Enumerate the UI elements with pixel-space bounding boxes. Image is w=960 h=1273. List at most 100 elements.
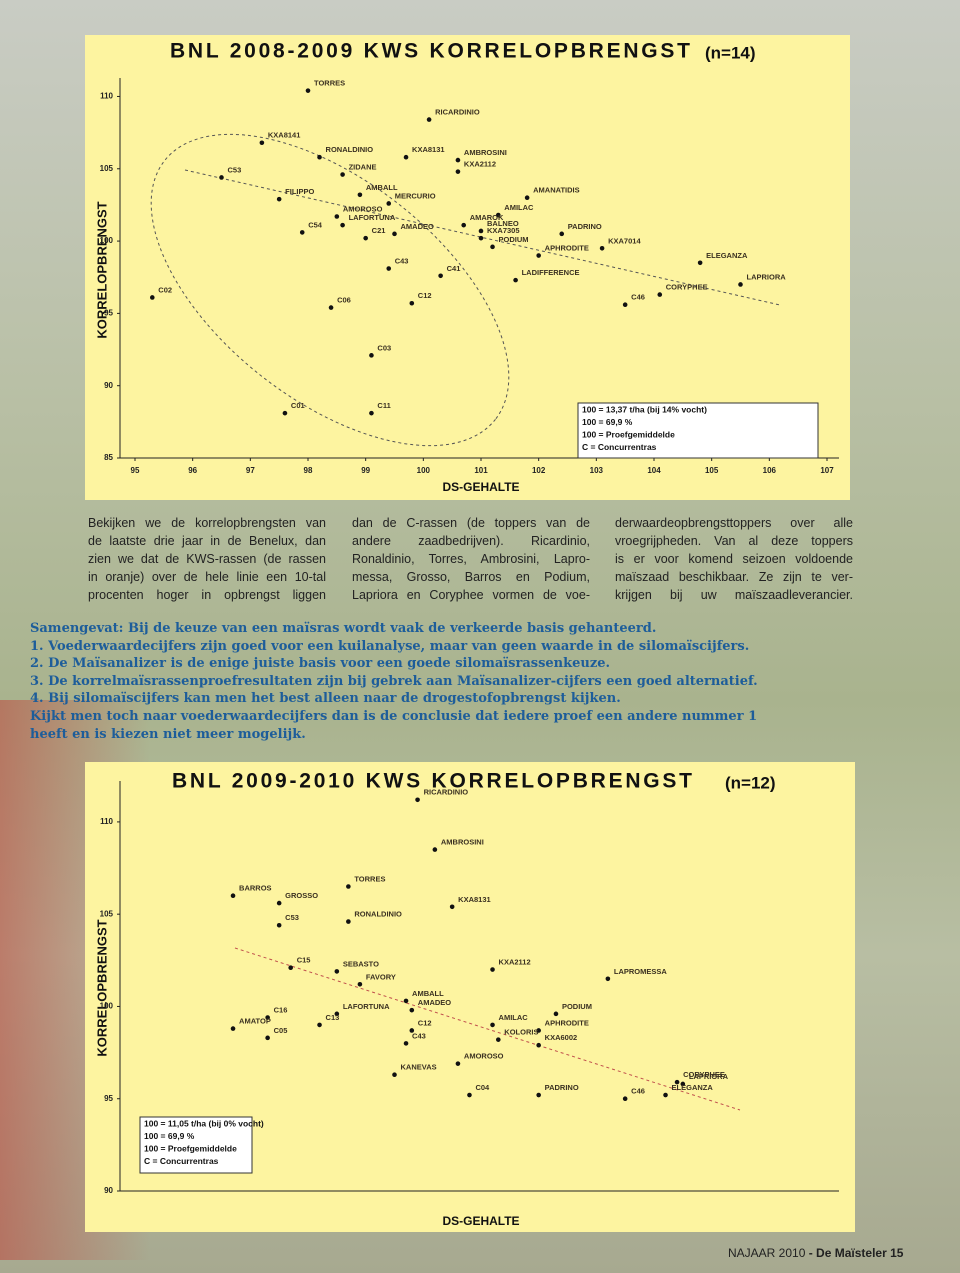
point	[276, 922, 282, 928]
x-axis-label: DS-GEHALTE	[442, 1214, 519, 1228]
x-tick-label: 100	[417, 466, 431, 475]
summary: Samengevat: Bij de keuze van een maïsras…	[30, 620, 758, 743]
point	[415, 797, 420, 803]
point	[490, 1022, 495, 1028]
y-tick-label: 85	[104, 453, 113, 462]
x-tick-label: 104	[647, 466, 661, 475]
footer: NAJAAR 2010 - De Maïsteler 15	[728, 1246, 903, 1260]
text-line: zien we dat de KWS-rassen (de rassen	[88, 552, 326, 566]
point	[455, 157, 461, 163]
point-label: KXA2112	[464, 160, 496, 169]
point-label: ELEGANZA	[672, 1083, 714, 1092]
point	[680, 1081, 686, 1087]
point	[622, 302, 628, 308]
point	[455, 169, 461, 174]
point-label: KXA8131	[412, 145, 445, 154]
point	[340, 172, 345, 177]
text-line: procenten hoger in opbrengst liggen	[88, 588, 326, 602]
text-line: andere zaadbedrijven). Ricardinio,	[352, 534, 590, 548]
point-label: C46	[631, 293, 645, 302]
point-label: SEBASTO	[343, 959, 379, 968]
point-label: AMANATIDIS	[533, 186, 580, 195]
point	[536, 1028, 541, 1033]
y-tick-label: 95	[104, 1094, 113, 1103]
legend-entry: 100 = 13,37 t/ha (bij 14% vocht)	[582, 404, 707, 414]
point-label: AMADEO	[401, 222, 434, 231]
point-label: BARROS	[239, 884, 272, 893]
point	[276, 196, 282, 202]
point-label: AMBALL	[366, 183, 398, 192]
point	[386, 201, 392, 206]
point-label: AMAROK	[470, 213, 504, 222]
chart-subtitle: (n=14)	[705, 43, 756, 62]
point	[230, 1026, 236, 1031]
point-label: C02	[158, 285, 172, 294]
y-axis-label: KORRELOPBRENGST	[94, 201, 109, 338]
point	[357, 192, 363, 198]
point-label: LAFORTUNA	[343, 1002, 390, 1011]
y-tick-label: 90	[104, 381, 113, 390]
text-line: Ronaldinio, Torres, Ambrosini, Lapro-	[352, 552, 590, 566]
point-label: C04	[475, 1083, 490, 1092]
point	[432, 847, 438, 852]
point-label: CORYPHEE	[666, 283, 708, 292]
text-line: messa, Grosso, Barros en Podium,	[352, 570, 590, 584]
chart-title: BNL 2008-2009 KWS KORRELOPBRENGST	[170, 40, 690, 63]
point	[599, 246, 605, 251]
point-label: KXA7014	[608, 236, 641, 245]
point-label: TORRES	[354, 874, 385, 883]
point-label: GROSSO	[285, 891, 318, 900]
point	[219, 175, 224, 180]
point-label: C12	[418, 1018, 432, 1027]
y-tick-label: 110	[100, 92, 113, 101]
x-tick-label: 105	[705, 466, 719, 475]
point	[276, 900, 282, 906]
text-column: derwaardeopbrengsttoppers over alle vroeg…	[615, 514, 853, 604]
point-label: AMADEO	[418, 998, 451, 1007]
point-label: KANEVAS	[401, 1063, 437, 1072]
point-label: RICARDINIO	[435, 108, 480, 117]
point-label: AMILAC	[504, 203, 534, 212]
legend-box	[139, 1116, 253, 1174]
point	[363, 235, 368, 241]
point-label: C21	[372, 226, 386, 235]
point	[369, 410, 374, 416]
point-label: AMOROSO	[464, 1052, 504, 1061]
point	[334, 1011, 340, 1017]
point	[392, 231, 397, 237]
text-line: Lapriora en Coryphee vormen de voe-	[352, 588, 590, 602]
point-label: RONALDINIO	[326, 145, 374, 154]
point-label: FILIPPO	[285, 187, 314, 196]
point-label: APHRODITE	[545, 1018, 589, 1027]
point-label: AMBALL	[412, 989, 444, 998]
y-tick-label: 105	[100, 909, 114, 918]
point-label: TORRES	[314, 79, 345, 88]
point-label: MERCURIO	[395, 191, 436, 200]
x-tick-label: 95	[131, 466, 140, 475]
x-axis-label: DS-GEHALTE	[442, 480, 519, 494]
point-label: KXA7305	[487, 226, 520, 235]
point-label: C41	[447, 264, 461, 273]
legend-entry: C = Concurrentras	[582, 442, 657, 452]
chart-title: BNL 2009-2010 KWS KORRELOPBRENGST	[172, 770, 692, 793]
point-label: C13	[326, 1013, 340, 1022]
point	[536, 253, 541, 258]
legend-entry: 100 = 11,05 t/ha (bij 0% vocht)	[144, 1118, 264, 1128]
point-label: C46	[631, 1087, 645, 1096]
point	[697, 260, 703, 266]
point-label: C06	[337, 296, 351, 305]
x-tick-label: 103	[590, 466, 604, 475]
legend-entry: 100 = 69,9 %	[582, 417, 633, 427]
point-label: AMOROSO	[343, 204, 383, 213]
point-label: KXA6002	[545, 1033, 578, 1042]
y-axis-label: KORRELOPBRENGST	[94, 919, 109, 1056]
point-label: RICARDINIO	[424, 788, 469, 797]
text-line: is er voor komend seizoen voldoende	[615, 552, 853, 566]
point-label: AMBROSINI	[464, 148, 507, 157]
x-tick-label: 102	[532, 466, 546, 475]
point	[403, 1041, 409, 1046]
point-label: ZIDANE	[349, 163, 377, 172]
point	[496, 1037, 501, 1042]
point	[478, 235, 484, 241]
